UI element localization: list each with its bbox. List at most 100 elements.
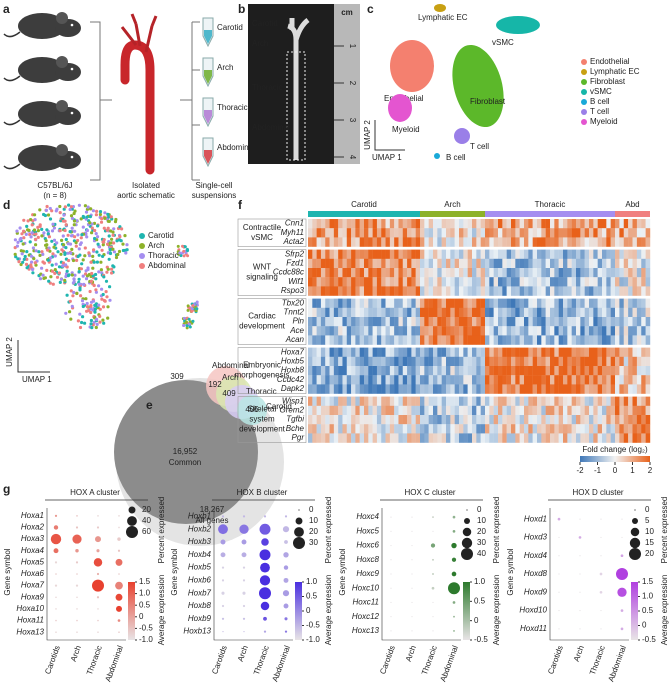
heat-cell [511, 249, 516, 259]
cell-dot [66, 242, 70, 246]
cell-dot [31, 271, 35, 275]
heat-cell [602, 356, 607, 367]
heat-cell [351, 237, 356, 247]
heat-cell [308, 307, 313, 318]
heat-cell [515, 347, 520, 357]
heat-cell [472, 396, 477, 406]
heat-cell [619, 268, 624, 278]
cell-dot [20, 232, 24, 236]
heat-cell [316, 396, 322, 406]
heat-cell [359, 258, 365, 269]
cell-dot [44, 239, 48, 243]
heat-cell [580, 415, 585, 425]
cell-dot [80, 233, 84, 237]
cell-dot [50, 229, 55, 233]
heat-cell [342, 384, 347, 394]
heat-cell [567, 228, 572, 238]
heat-cell [615, 237, 620, 247]
cell-dot [102, 321, 106, 325]
heat-cell [567, 396, 572, 406]
heat-cell [610, 415, 616, 425]
heat-cell [628, 237, 633, 247]
heat-cell [376, 384, 382, 394]
heat-cell [338, 307, 343, 318]
cell-dot [83, 254, 87, 258]
cell-dot [63, 278, 67, 282]
heat-cell [415, 258, 421, 269]
heat-cell [524, 307, 529, 318]
heat-cell [645, 268, 651, 278]
heat-cell [537, 317, 542, 327]
heat-cell [485, 317, 490, 327]
dot [55, 608, 57, 610]
heat-cell [511, 375, 516, 385]
legend-label: Carotid [148, 231, 174, 240]
heat-cell [398, 405, 403, 416]
heat-cell [645, 356, 651, 367]
axis-frame [549, 508, 629, 641]
heat-cell [325, 298, 330, 308]
cell-dot [70, 226, 74, 230]
heat-cell [584, 228, 590, 238]
x-tick-label: Abdominal [606, 644, 627, 683]
heat-cell [632, 317, 638, 327]
legend-dot [139, 233, 145, 239]
tube-label: Carotid [217, 23, 243, 32]
heat-cell [519, 317, 525, 327]
heat-cell [320, 298, 326, 308]
cluster-title: HOX B cluster [237, 488, 288, 497]
heat-cell [333, 396, 339, 406]
cell-dot [64, 237, 68, 242]
heat-cell [415, 219, 421, 229]
heat-cell [320, 384, 326, 394]
heat-cell [528, 258, 533, 269]
heat-cell [584, 249, 590, 259]
heat-cell [359, 237, 365, 247]
heat-cell [359, 335, 365, 345]
heat-cell [567, 405, 572, 416]
cell-dot [90, 231, 94, 235]
heat-cell [333, 317, 339, 327]
heat-cell [532, 307, 538, 318]
heat-cell [628, 347, 633, 357]
heat-cell [433, 335, 438, 345]
heat-cell [558, 228, 564, 238]
heat-cell [511, 366, 516, 376]
cell-dot [116, 252, 120, 257]
heat-cell [519, 286, 525, 296]
heat-cell [402, 335, 408, 345]
heat-cell [636, 307, 642, 318]
heat-cell [554, 277, 559, 287]
heat-cell [308, 375, 313, 385]
heat-cell [467, 307, 473, 318]
heat-cell [511, 356, 516, 367]
cell-dot [59, 252, 63, 256]
heat-cell [359, 424, 365, 434]
heat-cell [441, 277, 447, 287]
heat-cell [493, 219, 499, 229]
heat-cell [593, 249, 598, 259]
heat-cell [329, 415, 335, 425]
heat-cell [433, 396, 438, 406]
heat-cell [329, 356, 335, 367]
heat-cell [325, 258, 330, 269]
heat-cell [433, 384, 438, 394]
heat-cell [359, 326, 365, 336]
heat-cell [389, 384, 395, 394]
heat-cell [545, 298, 551, 308]
aorta-photo [287, 18, 310, 160]
venn-common [114, 380, 258, 524]
heat-cell [576, 268, 581, 278]
dot [599, 590, 603, 594]
dot [452, 515, 456, 519]
heat-cell [498, 366, 503, 376]
heat-cell [411, 424, 416, 434]
heat-cell [576, 405, 581, 416]
heat-cell [554, 258, 559, 269]
heat-cell [567, 384, 572, 394]
heat-cell [472, 366, 477, 376]
heat-cell [489, 335, 494, 345]
dot [390, 559, 392, 561]
cell-dot [94, 277, 98, 281]
heat-cell [402, 298, 408, 308]
